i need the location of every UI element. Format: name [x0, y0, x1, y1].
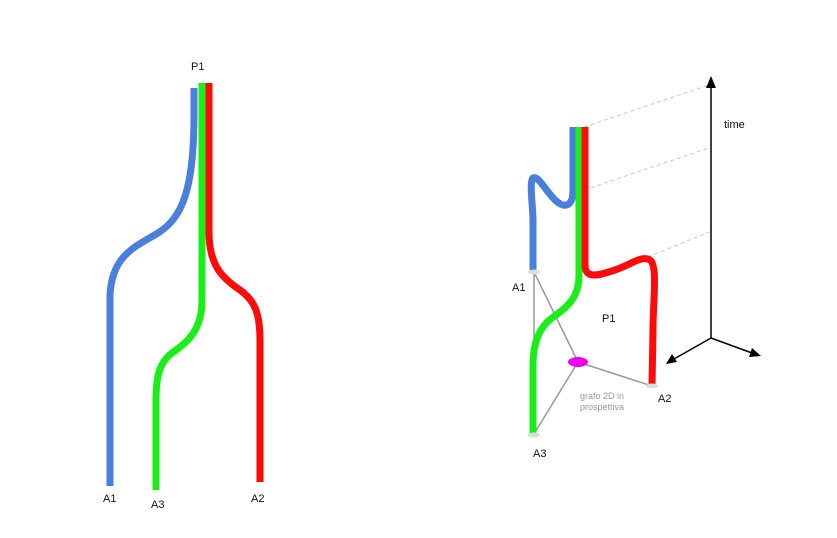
- time-projection-line-bottom: [647, 231, 710, 258]
- axis-diagonal-left: [673, 337, 712, 360]
- graph-caption-line1: grafo 2D in: [580, 391, 624, 401]
- right-label-p1: P1: [602, 313, 615, 325]
- left-label-a3: A3: [151, 499, 164, 511]
- left-red-trajectory: [205, 83, 264, 482]
- time-projection-line-top: [583, 84, 710, 128]
- right-green-trajectory: [529, 127, 583, 434]
- graph-caption-line2: prospettiva: [580, 402, 624, 412]
- left-label-p1: P1: [191, 61, 204, 73]
- time-projection-line-middle: [583, 147, 710, 191]
- arrowhead-up-icon: [706, 76, 716, 88]
- time-axes: [666, 76, 761, 364]
- right-blue-trajectory: [527, 127, 577, 272]
- graph-node-a1: [528, 269, 540, 275]
- graph-node-a2: [646, 383, 658, 389]
- left-label-a2: A2: [251, 493, 264, 505]
- left-label-a1: A1: [103, 493, 116, 505]
- graph-edge-p1-a2: [577, 361, 653, 387]
- left-diagram: P1 A1 A3 A2: [103, 61, 264, 511]
- arrowhead-left-icon: [666, 354, 677, 364]
- graph-edge-p1-a3: [533, 361, 579, 435]
- axis-horizontal-right: [710, 337, 753, 354]
- right-diagram: time A1 P1 A2 A3 grafo 2D in prospettiva: [512, 76, 761, 460]
- graph-node-p1: [568, 357, 588, 367]
- time-axis-label: time: [724, 119, 745, 131]
- left-green-trajectory: [152, 83, 206, 490]
- graph-node-a3: [528, 432, 540, 438]
- right-label-a3: A3: [533, 448, 546, 460]
- arrowhead-right-icon: [749, 348, 761, 357]
- right-label-a2: A2: [658, 393, 671, 405]
- right-red-trajectory: [581, 127, 659, 387]
- right-label-a1: A1: [512, 282, 525, 294]
- left-blue-trajectory: [106, 88, 198, 486]
